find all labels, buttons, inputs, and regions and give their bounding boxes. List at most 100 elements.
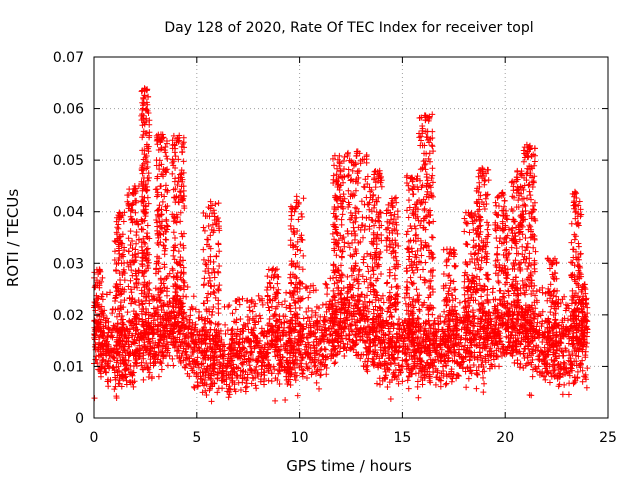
data-point [396, 316, 403, 323]
data-point [465, 375, 472, 382]
data-point [404, 377, 411, 384]
data-point [210, 258, 217, 265]
data-point [573, 316, 580, 323]
data-point [216, 262, 223, 269]
data-point [235, 379, 242, 386]
data-point [158, 360, 165, 367]
data-point [179, 315, 186, 322]
data-point [95, 366, 102, 373]
data-point [303, 320, 310, 327]
data-point [208, 283, 215, 290]
data-point [330, 293, 337, 300]
data-point [292, 377, 299, 384]
data-point [164, 362, 171, 369]
data-points [91, 85, 591, 405]
data-point [338, 278, 345, 285]
data-point [341, 153, 348, 160]
data-point [144, 194, 151, 201]
data-point [190, 293, 197, 300]
data-point [330, 287, 337, 294]
data-point [190, 348, 197, 355]
data-point [156, 265, 163, 272]
data-point [443, 380, 450, 387]
data-point [169, 355, 176, 362]
data-point [203, 392, 210, 399]
data-point [169, 302, 176, 309]
data-point [216, 282, 223, 289]
data-point [319, 301, 326, 308]
data-point [281, 298, 288, 305]
data-point [473, 371, 480, 378]
data-point [182, 364, 189, 371]
data-point [471, 349, 478, 356]
data-point [326, 317, 333, 324]
data-point [112, 295, 119, 302]
data-point [158, 366, 165, 373]
data-point [367, 274, 374, 281]
data-point [209, 308, 216, 315]
data-point [255, 292, 262, 299]
data-point [305, 294, 312, 301]
data-point [171, 234, 178, 241]
data-point [222, 330, 229, 337]
data-point [210, 265, 217, 272]
data-point [233, 297, 240, 304]
data-point [234, 326, 241, 333]
data-point [317, 372, 324, 379]
data-point [174, 269, 181, 276]
data-point [534, 319, 541, 326]
data-point [489, 289, 496, 296]
data-point [583, 384, 590, 391]
data-point [99, 296, 106, 303]
data-point [480, 374, 487, 381]
data-point [458, 343, 465, 350]
data-point [264, 299, 271, 306]
data-point [128, 289, 135, 296]
data-point [287, 308, 294, 315]
data-point [242, 388, 249, 395]
data-point [361, 253, 368, 260]
data-point [317, 371, 324, 378]
data-point [179, 233, 186, 240]
data-point [378, 183, 385, 190]
data-point [293, 274, 300, 281]
data-point [426, 321, 433, 328]
data-point [214, 389, 221, 396]
data-point [584, 365, 591, 372]
data-point [99, 274, 106, 281]
data-point [228, 331, 235, 338]
data-point [169, 267, 176, 274]
data-point [97, 373, 104, 380]
data-point [208, 312, 215, 319]
data-point [263, 333, 270, 340]
data-point [180, 230, 187, 237]
data-point [132, 246, 139, 253]
data-point [112, 266, 119, 273]
data-point [268, 378, 275, 385]
data-point [180, 345, 187, 352]
data-point [150, 305, 157, 312]
data-point [345, 187, 352, 194]
data-point [569, 341, 576, 348]
data-point [473, 343, 480, 350]
data-point [111, 248, 118, 255]
data-point [338, 216, 345, 223]
data-point [306, 289, 313, 296]
data-point [355, 285, 362, 292]
data-point [233, 333, 240, 340]
data-point [340, 165, 347, 172]
data-point [331, 162, 338, 169]
data-point [214, 268, 221, 275]
data-point [297, 360, 304, 367]
data-point [298, 210, 305, 217]
data-point [338, 221, 345, 228]
data-point [547, 309, 554, 316]
data-point [159, 198, 166, 205]
data-point [201, 275, 208, 282]
data-point [144, 245, 151, 252]
data-point [157, 275, 164, 282]
data-point [163, 153, 170, 160]
data-point [127, 228, 134, 235]
data-point [233, 330, 240, 337]
